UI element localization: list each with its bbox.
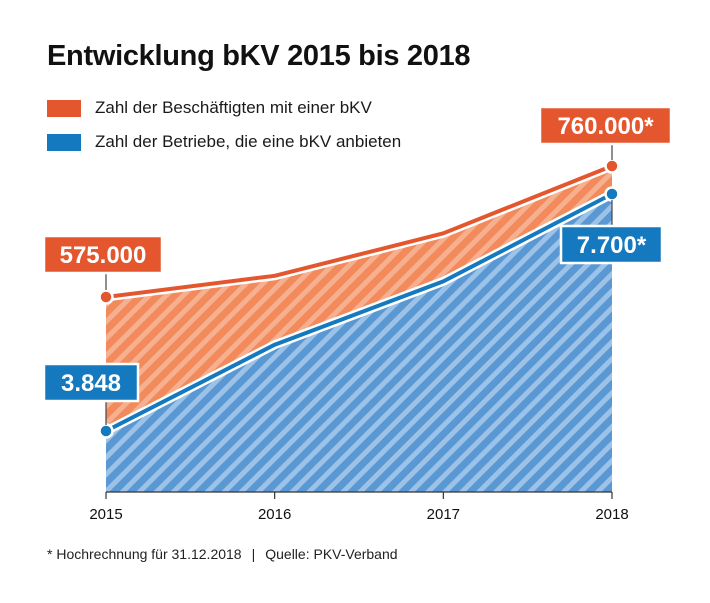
point-employees-2018 xyxy=(604,158,620,174)
line-employees xyxy=(105,164,613,299)
point-companies-2018 xyxy=(604,186,620,202)
legend-swatch-companies xyxy=(47,133,81,151)
legend-item-employees: Zahl der Beschäftigten mit einer bKV xyxy=(47,97,372,119)
legend-label-employees: Zahl der Beschäftigten mit einer bKV xyxy=(95,98,372,117)
footnote-source: Quelle: PKV-Verband xyxy=(265,546,398,562)
line-companies xyxy=(105,192,613,433)
label-box-employees-2015 xyxy=(42,234,164,275)
legend-item-companies: Zahl der Betriebe, die eine bKV anbieten xyxy=(47,131,401,153)
label-box-employees-2018 xyxy=(538,105,673,146)
x-tick-label-2016: 2016 xyxy=(258,506,291,523)
footnote-separator: | xyxy=(251,546,256,562)
footnote: * Hochrechnung für 31.12.2018 | Quelle: PK… xyxy=(47,546,398,562)
label-box-companies-2018 xyxy=(559,224,664,265)
x-tick-label-2015: 2015 xyxy=(89,506,122,523)
x-tick-label-2018: 2018 xyxy=(595,506,628,523)
label-box-companies-2015 xyxy=(42,362,140,403)
area-layer xyxy=(106,166,612,492)
area-companies xyxy=(106,194,612,492)
legend-swatch-employees xyxy=(47,99,81,117)
legend-label-companies: Zahl der Betriebe, die eine bKV anbieten xyxy=(95,132,402,151)
point-employees-2015 xyxy=(98,289,114,305)
x-tick-label-2017: 2017 xyxy=(427,506,460,523)
footnote-projection: * Hochrechnung für 31.12.2018 xyxy=(47,546,242,562)
value-label-companies-2015: 3.848 xyxy=(61,370,121,397)
chart-title: Entwicklung bKV 2015 bis 2018 xyxy=(47,40,471,72)
x-axis: 2015 2016 2017 2018 xyxy=(89,491,629,523)
value-label-employees-2018: 760.000* xyxy=(557,113,654,140)
point-companies-2015 xyxy=(98,423,114,439)
value-label-layer: 575.000 760.000* 3.848 7.700* xyxy=(42,105,673,425)
line-layer xyxy=(103,161,615,436)
value-label-employees-2015: 575.000 xyxy=(60,242,147,269)
value-label-companies-2018: 7.700* xyxy=(577,232,647,259)
point-layer xyxy=(98,158,620,439)
